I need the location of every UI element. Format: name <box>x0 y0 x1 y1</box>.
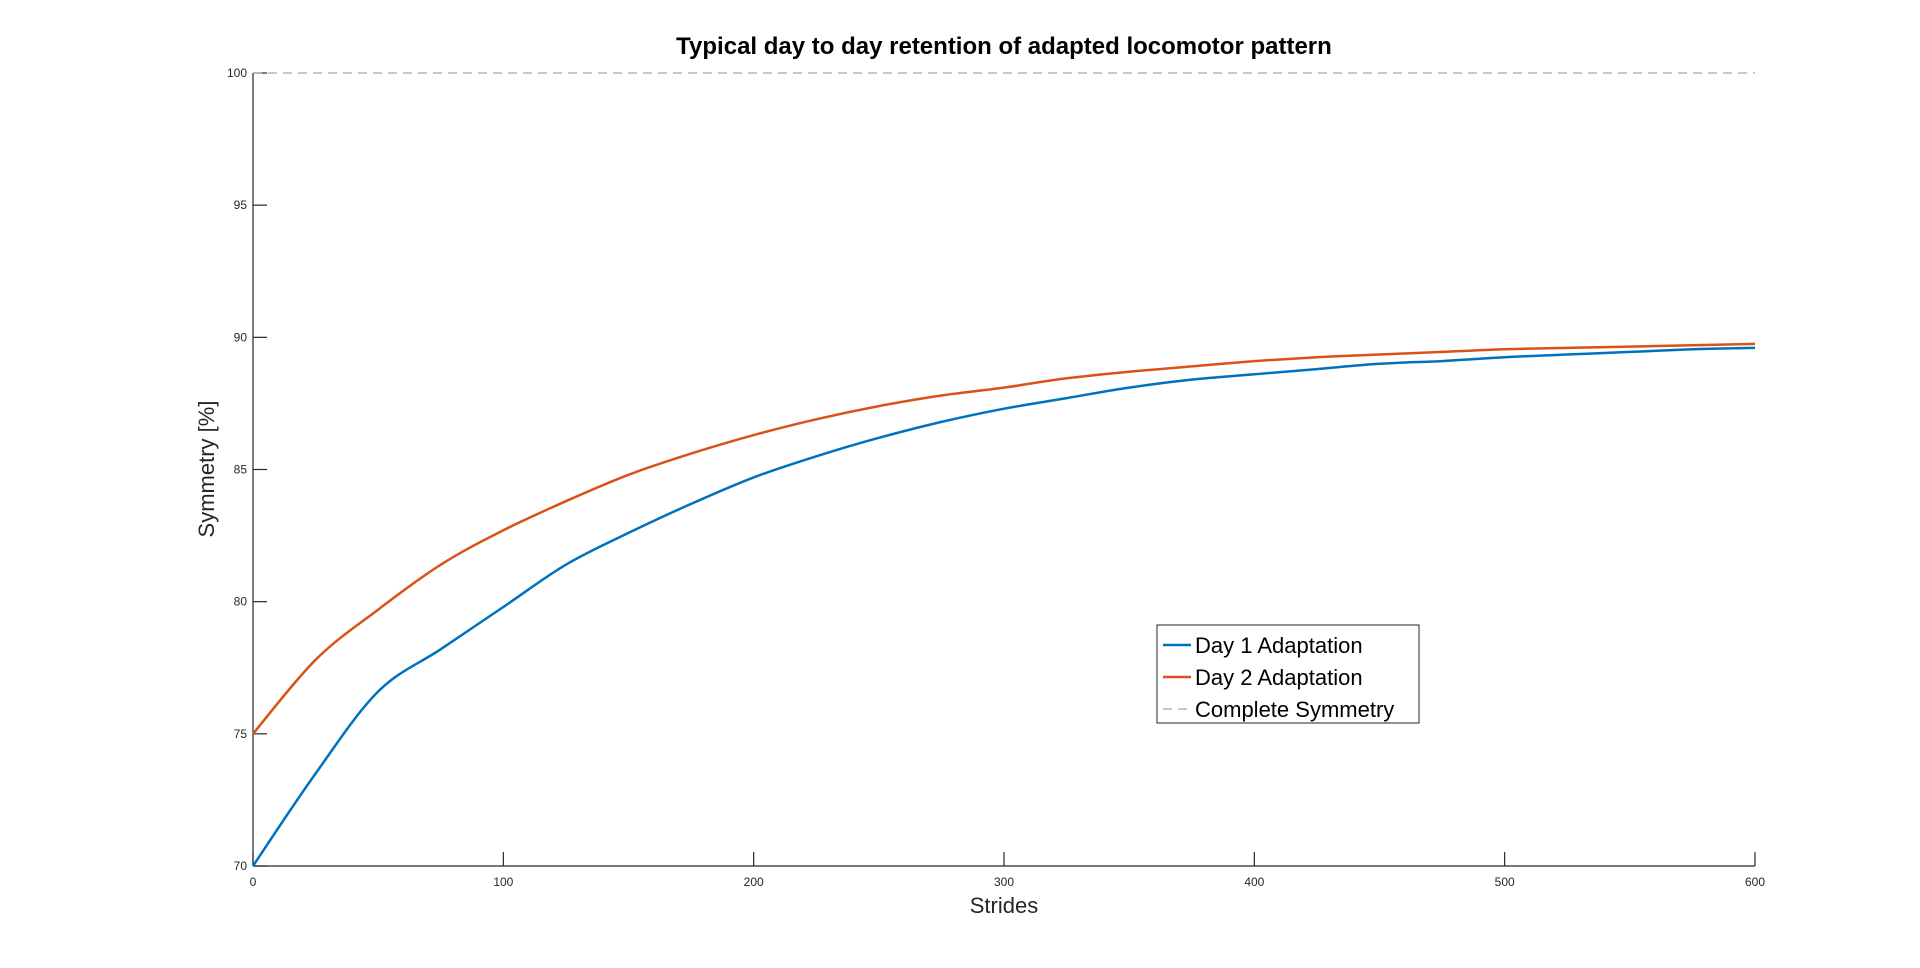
series-line-day-1-adaptation <box>251 346 1756 867</box>
axes <box>252 73 1755 867</box>
x-axis-label: Strides <box>970 893 1038 918</box>
x-tick-label: 100 <box>493 875 513 889</box>
y-tick-label: 95 <box>234 198 248 212</box>
x-tick-label: 400 <box>1244 875 1264 889</box>
legend-box <box>1156 624 1420 724</box>
y-axis-label: Symmetry [%] <box>194 401 219 538</box>
x-tick-label: 200 <box>744 875 764 889</box>
chart-title: Typical day to day retention of adapted … <box>676 33 1332 60</box>
y-tick-label: 75 <box>234 727 248 741</box>
y-tick-label: 80 <box>234 595 248 609</box>
y-tick-label: 85 <box>234 463 248 477</box>
series-line-day-2-adaptation <box>252 342 1756 735</box>
legend-label-complete-symmetry: Complete Symmetry <box>1195 697 1394 722</box>
x-tick-label: 600 <box>1745 875 1765 889</box>
y-tick-label: 90 <box>234 330 248 344</box>
x-tick-label: 300 <box>994 875 1014 889</box>
legend-label-day-1-adaptation: Day 1 Adaptation <box>1195 633 1363 658</box>
series-group <box>251 72 1756 867</box>
x-tick-label: 500 <box>1495 875 1515 889</box>
x-tick-label: 0 <box>250 875 257 889</box>
y-tick-label: 100 <box>227 66 247 80</box>
legend: Day 1 Adaptation Day 2 Adaptation Complete… <box>1156 624 1420 724</box>
legend-label-day-2-adaptation: Day 2 Adaptation <box>1195 665 1363 690</box>
ticks: 0 100 200 300 400 500 600 70 75 80 85 90 95 100 <box>227 66 1765 889</box>
y-tick-label: 70 <box>234 859 248 873</box>
